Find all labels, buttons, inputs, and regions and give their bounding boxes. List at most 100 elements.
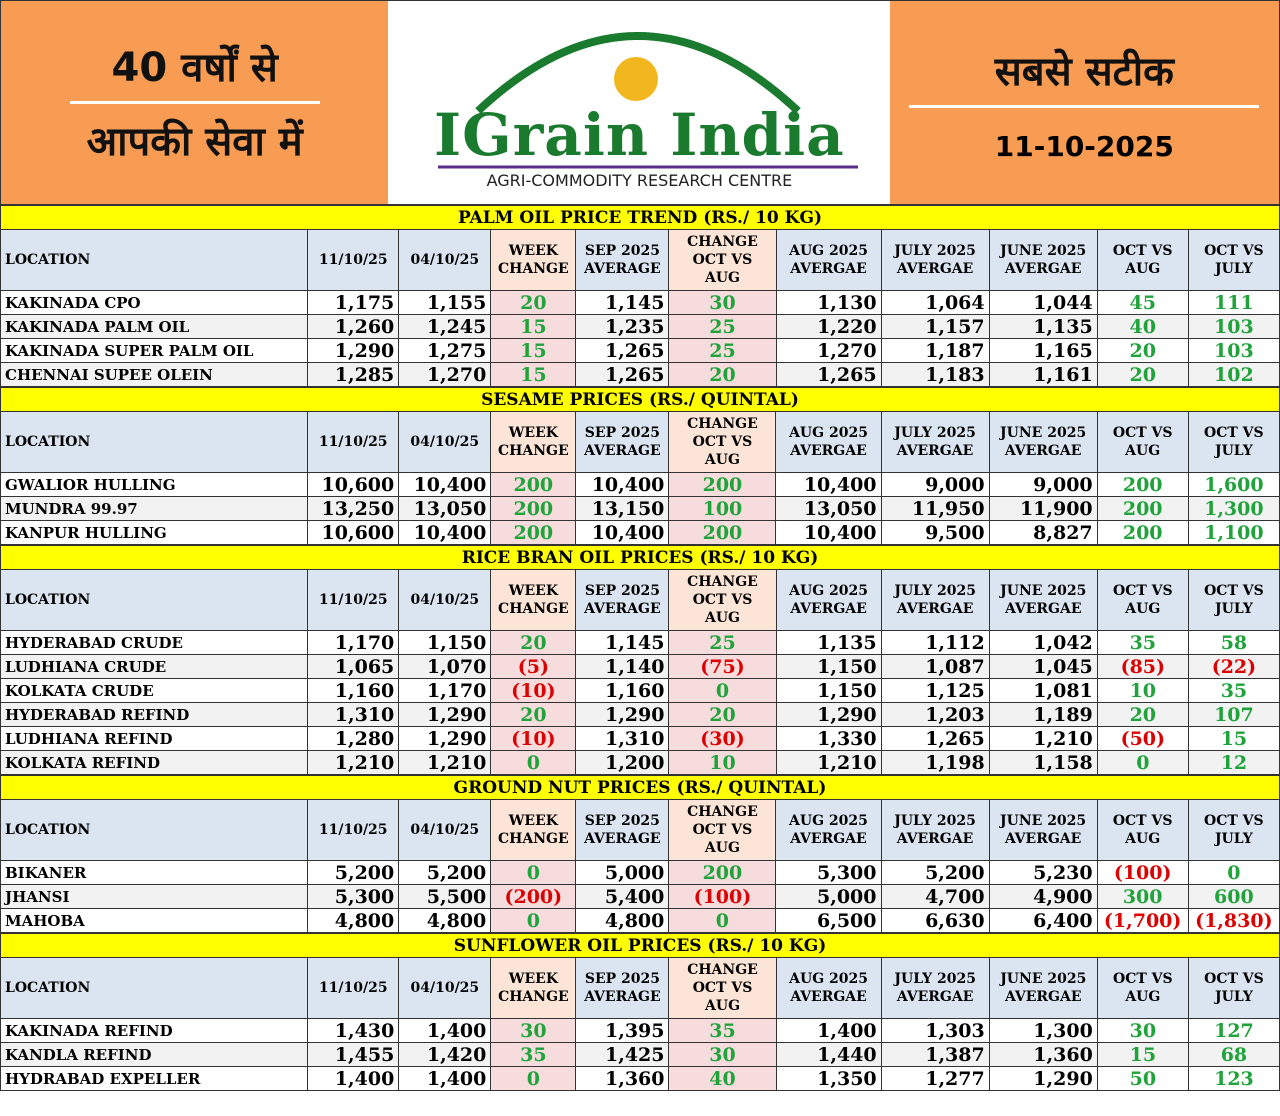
column-header: OCT VS AUG <box>1096 411 1189 473</box>
column-header: SEP 2025 AVERAGE <box>575 799 670 861</box>
section-title: GROUND NUT PRICES (RS./ QUINTAL) <box>0 775 1280 800</box>
divider <box>69 101 320 104</box>
cell: 10 <box>1096 678 1189 703</box>
section-title: SUNFLOWER OIL PRICES (RS./ 10 KG) <box>0 933 1280 958</box>
column-header: 04/10/25 <box>398 569 492 631</box>
cell: 200 <box>490 520 577 545</box>
cell: 1,290 <box>398 702 492 727</box>
cell: 6,500 <box>775 908 882 933</box>
cell: 5,200 <box>307 860 400 885</box>
column-header: OCT VS AUG <box>1096 229 1189 291</box>
location: MUNDRA 99.97 <box>0 496 309 521</box>
cell: 1,112 <box>880 630 990 655</box>
column-header: OCT VS JULY <box>1187 957 1280 1019</box>
cell: 4,900 <box>988 884 1098 909</box>
column-header: CHANGE OCT VS AUG <box>668 411 777 473</box>
cell: 1,160 <box>575 678 670 703</box>
cell: 10,400 <box>775 472 882 497</box>
cell: 1,440 <box>775 1042 882 1067</box>
cell: 1,210 <box>307 750 400 775</box>
cell: 1,157 <box>880 314 990 339</box>
cell: 35 <box>668 1018 777 1043</box>
cell: 1,300 <box>1187 496 1280 521</box>
cell: 1,400 <box>775 1018 882 1043</box>
column-header: AUG 2025 AVERGAE <box>775 957 882 1019</box>
column-header: 11/10/25 <box>307 569 400 631</box>
data-row: KOLKATA REFIND 1,210 1,210 0 1,200 10 1,210 1,1… <box>0 750 1280 775</box>
data-row: BIKANER 5,200 5,200 0 5,000 200 5,300 5,200 5,23… <box>0 860 1280 885</box>
column-header: JUNE 2025 AVERGAE <box>988 229 1098 291</box>
header-row: LOCATION 11/10/25 04/10/25 WEEK CHANGE SEP 2… <box>0 229 1280 291</box>
cell: 5,000 <box>775 884 882 909</box>
cell: 30 <box>668 290 777 315</box>
cell: 1,310 <box>575 726 670 751</box>
column-header: JULY 2025 AVERGAE <box>880 957 990 1019</box>
price-table: PALM OIL PRICE TREND (RS./ 10 KG) LOCATIO… <box>0 205 1280 387</box>
cell: (100) <box>1096 860 1189 885</box>
location: KAKINADA SUPER PALM OIL <box>0 338 309 363</box>
cell: 1,285 <box>307 362 400 387</box>
cell: 10,400 <box>575 520 670 545</box>
cell: 1,087 <box>880 654 990 679</box>
cell: 1,165 <box>988 338 1098 363</box>
cell: 1,300 <box>988 1018 1098 1043</box>
cell: 200 <box>490 496 577 521</box>
location: HYDRABAD EXPELLER <box>0 1066 309 1091</box>
cell: 10,600 <box>307 472 400 497</box>
cell: 5,500 <box>398 884 492 909</box>
cell: 1,275 <box>398 338 492 363</box>
column-header: WEEK CHANGE <box>490 569 577 631</box>
location: HYDERABAD REFIND <box>0 702 309 727</box>
column-header: 11/10/25 <box>307 799 400 861</box>
cell: 20 <box>490 630 577 655</box>
cell: 1,140 <box>575 654 670 679</box>
column-header: SEP 2025 AVERAGE <box>575 411 670 473</box>
cell: 15 <box>490 314 577 339</box>
cell: 25 <box>668 630 777 655</box>
cell: 1,310 <box>307 702 400 727</box>
cell: 0 <box>490 750 577 775</box>
cell: 1,265 <box>775 362 882 387</box>
cell: (75) <box>668 654 777 679</box>
cell: 1,100 <box>1187 520 1280 545</box>
column-header: JUNE 2025 AVERGAE <box>988 957 1098 1019</box>
data-row: KOLKATA CRUDE 1,160 1,170 (10) 1,160 0 1,150 1,… <box>0 678 1280 703</box>
cell: 1,187 <box>880 338 990 363</box>
cell: 1,265 <box>575 338 670 363</box>
cell: (1,700) <box>1096 908 1189 933</box>
cell: 200 <box>1096 520 1189 545</box>
cell: 1,265 <box>880 726 990 751</box>
cell: 35 <box>1096 630 1189 655</box>
column-header: AUG 2025 AVERGAE <box>775 229 882 291</box>
cell: 20 <box>1096 702 1189 727</box>
column-header: 11/10/25 <box>307 229 400 291</box>
cell: 30 <box>668 1042 777 1067</box>
cell: 1,135 <box>775 630 882 655</box>
data-row: LUDHIANA CRUDE 1,065 1,070 (5) 1,140 (75) 1,15… <box>0 654 1280 679</box>
cell: 300 <box>1096 884 1189 909</box>
column-header: SEP 2025 AVERAGE <box>575 569 670 631</box>
cell: 1,210 <box>988 726 1098 751</box>
cell: 1,125 <box>880 678 990 703</box>
section-title-row: PALM OIL PRICE TREND (RS./ 10 KG) <box>0 205 1280 230</box>
column-header: 11/10/25 <box>307 957 400 1019</box>
column-header: JULY 2025 AVERGAE <box>880 229 990 291</box>
cell: 0 <box>490 860 577 885</box>
cell: 1,290 <box>988 1066 1098 1091</box>
data-row: KANDLA REFIND 1,455 1,420 35 1,425 30 1,440 1,3… <box>0 1042 1280 1067</box>
slogan: 40 वर्षों से <box>111 45 278 91</box>
cell: 45 <box>1096 290 1189 315</box>
cell: 0 <box>490 1066 577 1091</box>
column-header: JULY 2025 AVERGAE <box>880 411 990 473</box>
tables: PALM OIL PRICE TREND (RS./ 10 KG) LOCATIO… <box>0 205 1280 1091</box>
cell: 68 <box>1187 1042 1280 1067</box>
cell: 1,387 <box>880 1042 990 1067</box>
cell: 1,330 <box>775 726 882 751</box>
section-title-row: SUNFLOWER OIL PRICES (RS./ 10 KG) <box>0 933 1280 958</box>
data-row: CHENNAI SUPEE OLEIN 1,285 1,270 15 1,265 20 1,… <box>0 362 1280 387</box>
cell: 1,210 <box>775 750 882 775</box>
cell: (200) <box>490 884 577 909</box>
cell: 1,600 <box>1187 472 1280 497</box>
cell: 1,065 <box>307 654 400 679</box>
cell: 1,045 <box>988 654 1098 679</box>
